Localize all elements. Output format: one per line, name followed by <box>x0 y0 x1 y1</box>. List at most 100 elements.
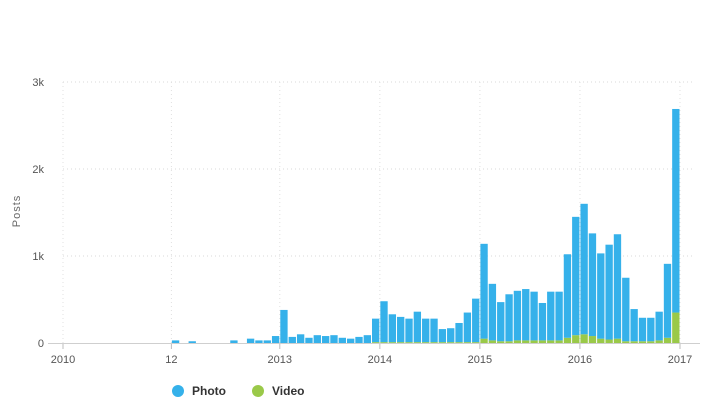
bar-video <box>372 342 380 343</box>
y-tick-label: 2k <box>32 164 44 176</box>
bar-video <box>522 340 530 343</box>
bar-photo <box>372 318 380 343</box>
bar-photo <box>230 340 238 343</box>
bar-photo <box>422 318 430 343</box>
bar-video <box>622 341 630 343</box>
y-axis-title: Posts <box>11 195 23 228</box>
bar-photo <box>472 298 480 343</box>
bar-photo <box>313 335 321 343</box>
bar-video <box>405 342 413 343</box>
bar-photo <box>171 340 180 343</box>
bar-photo <box>447 328 455 343</box>
bar-photo <box>505 294 513 342</box>
x-tick-label: 2017 <box>668 354 692 366</box>
bar-video <box>538 340 547 343</box>
x-tick-label: 2016 <box>568 354 592 366</box>
bar-video <box>588 336 597 343</box>
bar-video <box>397 342 405 343</box>
bar-video <box>497 341 505 343</box>
bar-photo <box>638 317 647 342</box>
bar-photo <box>455 322 463 343</box>
bar-video <box>572 335 580 343</box>
bar-photo <box>672 108 680 313</box>
bar-photo <box>630 309 638 342</box>
bar-video <box>655 340 663 343</box>
bar-photo <box>188 341 196 343</box>
bar-photo <box>430 318 438 343</box>
bar-photo <box>405 318 413 343</box>
bar-photo <box>580 203 588 335</box>
bar-photo <box>538 302 547 341</box>
bar-photo <box>263 340 271 343</box>
bar-photo <box>397 316 405 343</box>
axes: 0 1k 2k 3k 2010 12 2013 2014 2015 2016 2017 <box>32 77 700 366</box>
x-tick-label: 2015 <box>468 354 492 366</box>
bar-photo <box>663 263 672 338</box>
bar-video <box>513 340 522 343</box>
bar-photo <box>363 335 371 343</box>
bar-photo <box>572 216 580 336</box>
bar-photo <box>497 302 505 342</box>
y-tick-label: 0 <box>38 338 44 350</box>
bar-photo <box>605 244 613 340</box>
bar-photo <box>655 311 663 341</box>
bar-video <box>463 342 472 343</box>
bar-photo <box>647 317 655 342</box>
bar-photo <box>305 337 313 343</box>
bar-photo <box>463 312 472 343</box>
bar-video <box>555 340 563 343</box>
bar-photo <box>622 277 630 342</box>
bar-video <box>647 341 655 343</box>
y-tick-label: 3k <box>32 77 44 89</box>
bar-photo <box>338 337 346 343</box>
bar-video <box>422 342 430 343</box>
bar-video <box>455 342 463 343</box>
bar-photo <box>288 336 296 343</box>
photo-series-swatch <box>172 385 184 397</box>
bar-photo <box>280 309 288 343</box>
bar-video <box>638 341 647 343</box>
bar-photo <box>513 290 522 341</box>
bar-video <box>438 342 447 343</box>
bar-photo <box>555 291 563 341</box>
y-tick-label: 1k <box>32 251 44 263</box>
bar-photo <box>321 336 330 343</box>
video-series-swatch <box>252 385 264 397</box>
bar-video <box>530 340 538 343</box>
bar-photo <box>488 283 497 341</box>
bar-video <box>505 341 513 343</box>
bar-video <box>630 341 638 343</box>
bar-video <box>547 340 555 343</box>
bar-photo <box>563 254 572 338</box>
bar-video <box>488 340 497 343</box>
bar-video <box>597 338 605 343</box>
bar-photo <box>380 301 388 343</box>
bar-video <box>580 334 588 343</box>
legend-label-photo: Photo <box>192 384 226 398</box>
bar-video <box>447 342 455 343</box>
bar-photo <box>413 311 422 343</box>
bar-photo <box>255 340 263 343</box>
x-tick-label: 2010 <box>51 354 75 366</box>
legend-item-video[interactable]: Video <box>252 384 304 398</box>
bar-video <box>672 312 680 343</box>
bar-video <box>563 337 572 343</box>
bar-photo <box>355 336 363 343</box>
bar-photo <box>613 234 622 339</box>
bar-photo <box>346 338 355 343</box>
bar-photo <box>480 243 488 339</box>
bar-video <box>380 342 388 343</box>
bar-video <box>430 342 438 343</box>
x-tick-label: 2014 <box>368 354 392 366</box>
bar-photo <box>597 253 605 339</box>
bar-video <box>605 339 613 343</box>
legend-item-photo[interactable]: Photo <box>172 384 226 398</box>
bar-photo <box>246 338 255 343</box>
bar-video <box>413 342 422 343</box>
bar-photo <box>522 289 530 341</box>
bars <box>171 108 680 343</box>
legend-label-video: Video <box>272 384 305 398</box>
bar-video <box>472 342 480 343</box>
x-tick-label: 12 <box>165 354 177 366</box>
